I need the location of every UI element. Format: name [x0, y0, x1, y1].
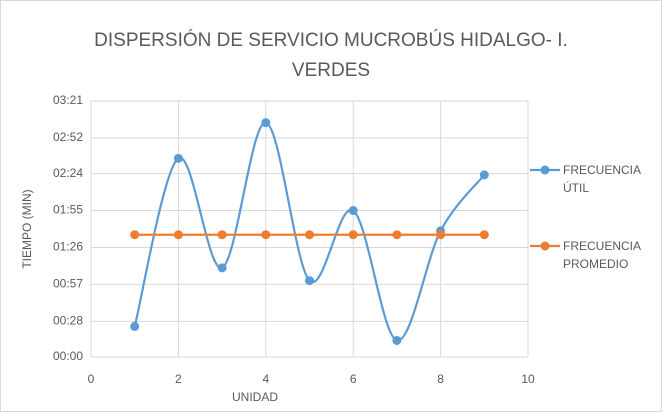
- y-tick-label: 03:21: [53, 93, 83, 107]
- x-tick-label: 8: [437, 372, 444, 386]
- data-point: [173, 153, 183, 163]
- x-tick-label: 10: [521, 372, 535, 386]
- x-tick-label: 2: [175, 372, 182, 386]
- legend-marker: [540, 241, 550, 251]
- y-tick-label: 02:24: [53, 166, 83, 180]
- data-point: [217, 263, 227, 273]
- data-point: [348, 230, 358, 240]
- series-line: [133, 121, 486, 342]
- data-point: [217, 230, 227, 240]
- chart-title: DISPERSIÓN DE SERVICIO MUCROBÚS HIDALGO-…: [94, 30, 568, 81]
- data-point: [305, 230, 314, 240]
- data-point: [436, 230, 446, 240]
- y-tick-label: 00:28: [53, 314, 83, 328]
- legend-label: FRECUENCIA ÚTIL: [563, 163, 641, 195]
- y-tick-label: 00:57: [53, 277, 83, 291]
- y-axis-label: TIEMPO (MIN): [20, 189, 34, 268]
- x-tick-label: 0: [88, 372, 95, 386]
- y-tick-label: 00:00: [53, 349, 83, 363]
- x-tick-label: 4: [262, 372, 269, 386]
- data-point: [392, 335, 402, 345]
- y-tick-label: 02:52: [53, 130, 83, 144]
- data-point: [130, 230, 140, 240]
- data-point: [173, 230, 183, 240]
- y-tick-label: 01:55: [53, 203, 83, 217]
- data-point: [348, 206, 358, 216]
- data-point: [392, 230, 402, 240]
- y-tick-label: 01:26: [53, 240, 83, 254]
- data-point: [261, 230, 271, 240]
- data-point: [305, 276, 314, 286]
- data-point: [479, 170, 489, 180]
- x-tick-label: 6: [350, 372, 357, 386]
- data-point: [130, 321, 140, 331]
- legend-marker: [540, 165, 550, 175]
- data-point: [261, 118, 271, 128]
- legend-label: FRECUENCIA PROMEDIO: [563, 239, 641, 271]
- data-point: [479, 230, 489, 240]
- x-axis-label: UNIDAD: [232, 390, 278, 404]
